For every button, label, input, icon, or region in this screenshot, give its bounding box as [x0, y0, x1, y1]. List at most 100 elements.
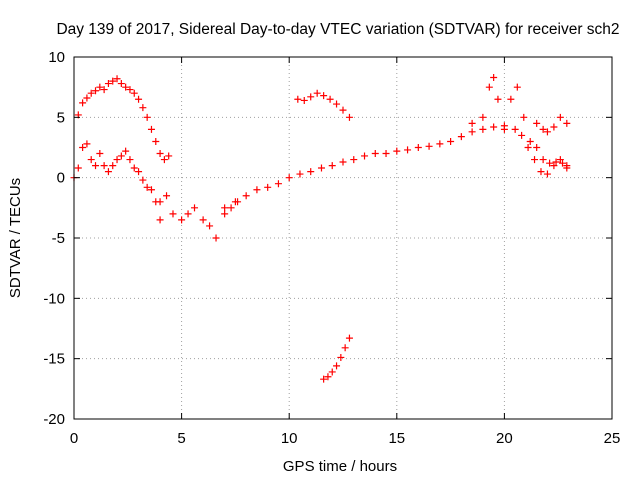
- data-point: [285, 174, 293, 182]
- data-point: [436, 140, 444, 148]
- data-point: [339, 106, 347, 114]
- data-point: [539, 125, 547, 133]
- data-point: [100, 86, 108, 94]
- data-point: [191, 204, 199, 212]
- data-point: [135, 95, 143, 103]
- data-point: [139, 104, 147, 112]
- data-point: [479, 113, 487, 121]
- data-point: [337, 353, 345, 361]
- x-tick-label: 10: [281, 430, 298, 447]
- y-tick-label: -20: [43, 411, 65, 428]
- data-point: [79, 99, 87, 107]
- data-point: [552, 158, 560, 166]
- data-point: [135, 168, 143, 176]
- data-point: [117, 152, 125, 160]
- data-point: [294, 95, 302, 103]
- data-point: [113, 156, 121, 164]
- data-point: [274, 180, 282, 188]
- data-point: [83, 140, 91, 148]
- data-point: [206, 222, 214, 230]
- data-point: [87, 156, 95, 164]
- data-point: [184, 210, 192, 218]
- data-point: [371, 150, 379, 158]
- series-lower-early-band: [70, 140, 164, 224]
- data-point: [178, 216, 186, 224]
- data-point: [543, 128, 551, 136]
- y-axis-label: SDTVAR / TECUs: [7, 178, 24, 298]
- data-point: [350, 156, 358, 164]
- data-point: [147, 186, 155, 194]
- data-point: [382, 150, 390, 158]
- data-point: [533, 119, 541, 127]
- data-point: [550, 123, 558, 131]
- chart-title: Day 139 of 2017, Sidereal Day-to-day VTE…: [56, 21, 619, 38]
- data-point: [96, 150, 104, 158]
- series-late-upper-band: [533, 113, 571, 136]
- data-point: [457, 133, 465, 141]
- data-point: [341, 344, 349, 352]
- data-point: [533, 144, 541, 151]
- data-point: [326, 95, 334, 103]
- x-tick-label: 15: [388, 430, 405, 447]
- data-point: [264, 183, 272, 191]
- data-point: [511, 125, 519, 133]
- data-point: [468, 128, 476, 136]
- data-point: [122, 147, 130, 155]
- data-point: [100, 162, 108, 170]
- data-point: [221, 204, 229, 212]
- data-point: [83, 94, 91, 102]
- data-point: [79, 144, 87, 151]
- data-point: [328, 368, 336, 376]
- data-point: [92, 87, 100, 95]
- data-point: [307, 168, 315, 176]
- data-point: [296, 170, 304, 178]
- data-points: [70, 74, 571, 383]
- data-point: [485, 83, 493, 91]
- data-point: [87, 89, 95, 97]
- x-tick-label: 25: [604, 430, 621, 447]
- data-point: [490, 74, 498, 82]
- data-point: [74, 164, 82, 172]
- axis-ticks: 0 5 10 15 20 25 -20 -15 -10 -5 0 5 10: [43, 49, 620, 447]
- data-point: [165, 152, 173, 160]
- data-point: [447, 137, 455, 145]
- data-point: [513, 83, 521, 91]
- data-point: [546, 159, 554, 167]
- x-tick-label: 5: [177, 430, 185, 447]
- y-tick-label: 5: [57, 109, 65, 126]
- data-point: [109, 162, 117, 170]
- data-point: [425, 142, 433, 150]
- data-point: [143, 183, 151, 191]
- data-point: [227, 204, 235, 212]
- data-point: [556, 156, 564, 164]
- y-tick-label: 10: [48, 49, 65, 66]
- series-upper-early-arc: [74, 75, 173, 164]
- data-point: [524, 144, 532, 151]
- data-point: [393, 147, 401, 155]
- data-point: [563, 164, 571, 172]
- data-point: [550, 162, 558, 170]
- data-point: [130, 89, 138, 97]
- data-point: [333, 100, 341, 108]
- series-evening-band: [468, 74, 571, 170]
- data-point: [156, 198, 164, 206]
- y-tick-label: -15: [43, 351, 65, 368]
- data-point: [328, 162, 336, 170]
- data-point: [313, 89, 321, 97]
- data-point: [231, 198, 239, 206]
- data-point: [147, 125, 155, 133]
- data-point: [212, 234, 220, 242]
- series-upper-middle-arc: [294, 89, 353, 121]
- data-point: [139, 176, 147, 184]
- data-point: [526, 137, 534, 145]
- data-point: [520, 113, 528, 121]
- data-point: [543, 170, 551, 178]
- data-point: [169, 210, 177, 218]
- data-point: [317, 164, 325, 172]
- data-point: [242, 192, 250, 200]
- data-point: [563, 119, 571, 127]
- data-point: [531, 156, 539, 164]
- data-point: [339, 158, 347, 166]
- data-point: [539, 156, 547, 164]
